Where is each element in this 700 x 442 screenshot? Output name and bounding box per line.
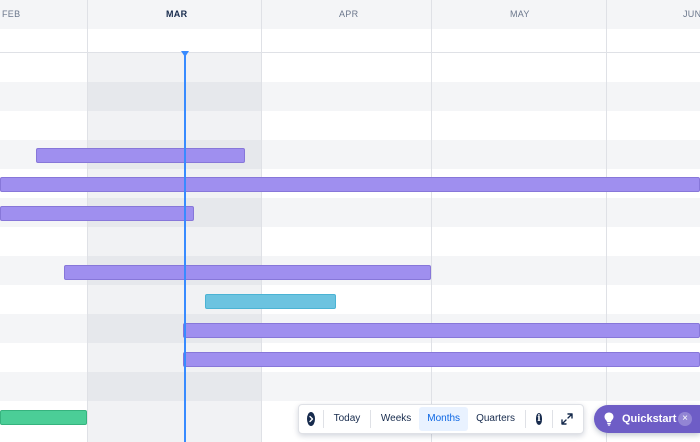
quarters-button[interactable]: Quarters xyxy=(476,413,515,424)
timeline-bar[interactable] xyxy=(0,206,194,221)
quickstart-label: Quickstart xyxy=(622,413,677,425)
weeks-button[interactable]: Weeks xyxy=(380,413,412,424)
timeline-bar[interactable] xyxy=(0,177,700,192)
months-button[interactable]: Months xyxy=(419,407,469,431)
timeline-bar[interactable] xyxy=(183,352,700,367)
toolbar-separator xyxy=(552,410,554,428)
timeline-bar[interactable] xyxy=(183,323,700,338)
timeline-row xyxy=(0,372,700,401)
month-label-may: MAY xyxy=(510,9,530,19)
month-divider xyxy=(261,0,262,442)
info-icon[interactable]: i xyxy=(535,413,543,425)
today-marker-line xyxy=(184,53,186,442)
month-label-mar: MAR xyxy=(166,9,188,19)
chevron-right-icon[interactable] xyxy=(307,412,316,426)
month-divider xyxy=(87,0,88,442)
quickstart-button[interactable]: Quickstart × xyxy=(594,405,700,433)
toolbar-separator xyxy=(370,410,371,428)
today-button[interactable]: Today xyxy=(333,413,361,424)
toolbar-separator xyxy=(524,410,526,428)
timeline-header: FEB MAR APR MAY JUN xyxy=(0,0,700,30)
timeline-bar[interactable] xyxy=(36,148,245,163)
close-icon[interactable]: × xyxy=(678,412,692,426)
fullscreen-icon[interactable] xyxy=(561,412,573,426)
timeline-row xyxy=(0,82,700,111)
lightbulb-icon xyxy=(604,412,616,426)
month-divider xyxy=(606,0,607,442)
today-marker-head xyxy=(181,51,189,57)
timeline-bar[interactable] xyxy=(0,410,87,425)
toolbar-separator xyxy=(323,410,324,428)
month-label-apr: APR xyxy=(339,9,359,19)
timeline-bar[interactable] xyxy=(205,294,336,309)
month-divider xyxy=(431,0,432,442)
timeline-subheader xyxy=(0,29,700,53)
current-month-column xyxy=(87,0,262,442)
timeline-bar[interactable] xyxy=(64,265,431,280)
month-label-jun: JUN xyxy=(683,9,700,19)
month-label-feb: FEB xyxy=(2,9,21,19)
timeline-view-toolbar: Today Weeks Months Quarters i xyxy=(298,404,584,434)
